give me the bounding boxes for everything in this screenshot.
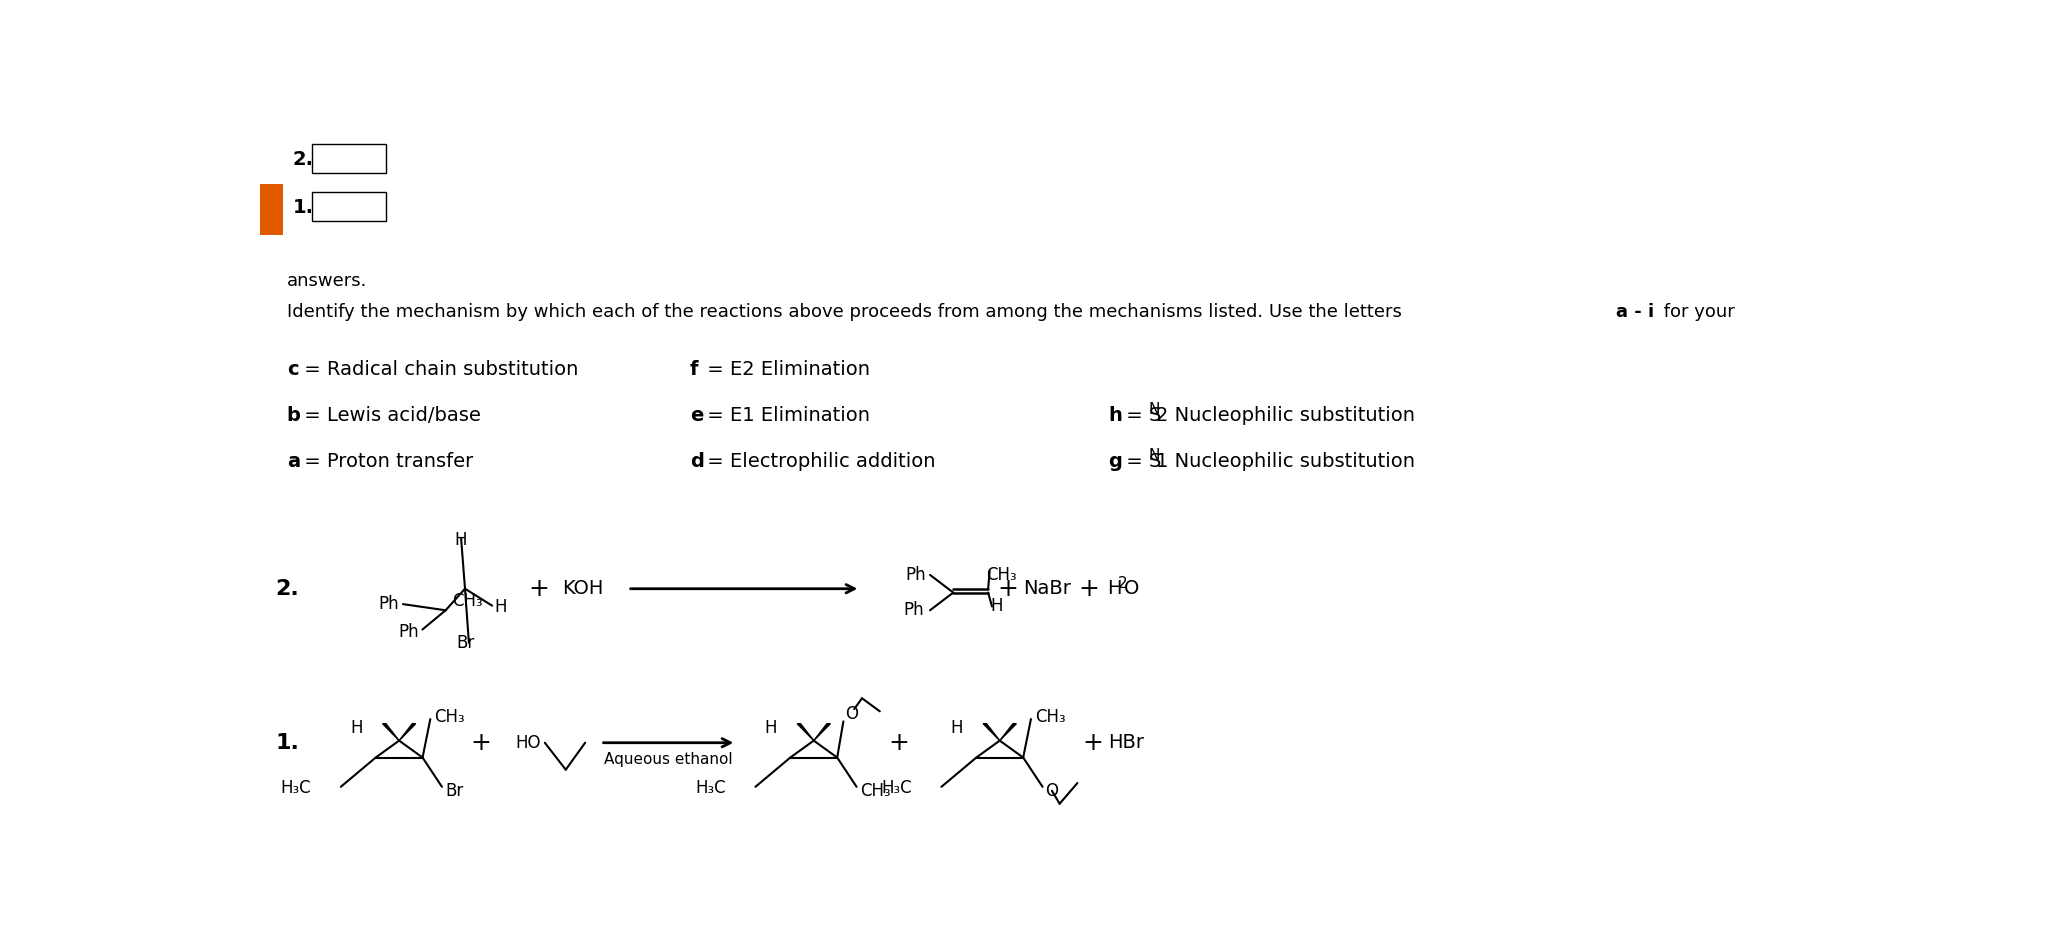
Text: H₃C: H₃C [882,779,913,797]
Text: 2: 2 [1119,576,1127,591]
Text: +: + [1082,731,1103,755]
Text: = Lewis acid/base: = Lewis acid/base [299,406,481,425]
Text: HO: HO [516,734,540,752]
Text: b: b [286,406,301,425]
Text: CH₃: CH₃ [452,592,483,610]
Text: = Proton transfer: = Proton transfer [299,452,473,472]
Text: O: O [1046,781,1058,799]
Text: +: + [888,731,908,755]
Text: N: N [1148,448,1160,463]
Polygon shape [984,724,1000,741]
Text: HBr: HBr [1109,733,1144,752]
Text: 1.: 1. [293,198,313,217]
Text: 2.: 2. [293,150,313,169]
Text: H₃C: H₃C [696,779,726,797]
Text: KOH: KOH [563,580,604,599]
Text: H: H [990,598,1003,616]
Text: H: H [454,531,466,549]
Polygon shape [383,724,399,741]
Text: N: N [1148,402,1160,417]
Text: h: h [1109,406,1121,425]
Text: CH₃: CH₃ [1035,707,1066,725]
Bar [313,192,387,222]
Text: H: H [495,599,507,616]
Polygon shape [399,724,415,741]
Text: c: c [286,360,299,379]
Text: Br: Br [446,781,464,799]
Text: H: H [1107,580,1121,599]
Text: = S: = S [1119,406,1162,425]
Text: for your: for your [1659,302,1735,320]
Bar [260,185,282,235]
Text: Ph: Ph [906,566,927,584]
Polygon shape [814,724,831,741]
Bar [313,144,387,173]
Text: answers.: answers. [286,272,366,290]
Text: H₃C: H₃C [280,779,311,797]
Text: = E1 Elimination: = E1 Elimination [702,406,870,425]
Text: H: H [350,719,362,737]
Text: f: f [690,360,698,379]
Text: 2 Nucleophilic substitution: 2 Nucleophilic substitution [1156,406,1414,425]
Text: O: O [845,705,857,723]
Text: Aqueous ethanol: Aqueous ethanol [604,752,732,767]
Text: Ph: Ph [379,595,399,613]
Text: 1 Nucleophilic substitution: 1 Nucleophilic substitution [1156,452,1414,472]
Text: Ph: Ph [902,601,925,619]
Polygon shape [1000,724,1017,741]
Text: = Radical chain substitution: = Radical chain substitution [299,360,579,379]
Text: g: g [1109,452,1121,472]
Text: a - i: a - i [1616,302,1653,320]
Text: a: a [286,452,301,472]
Text: CH₃: CH₃ [986,565,1017,583]
Text: = Electrophilic addition: = Electrophilic addition [702,452,935,472]
Text: +: + [471,731,491,755]
Text: +: + [1078,577,1099,600]
Text: Identify the mechanism by which each of the reactions above proceeds from among : Identify the mechanism by which each of … [286,302,1408,320]
Text: H: H [765,719,777,737]
Text: +: + [528,577,548,600]
Text: +: + [996,577,1019,600]
Polygon shape [798,724,814,741]
Text: 2.: 2. [274,579,299,599]
Text: Ph: Ph [397,623,419,641]
Text: CH₃: CH₃ [861,781,892,799]
Text: = E2 Elimination: = E2 Elimination [702,360,870,379]
Text: = S: = S [1119,452,1162,472]
Text: d: d [690,452,704,472]
Text: Br: Br [456,634,475,652]
Text: H: H [951,719,964,737]
Text: CH₃: CH₃ [434,707,464,725]
Text: 1.: 1. [274,733,299,753]
Text: NaBr: NaBr [1023,580,1070,599]
Text: e: e [690,406,704,425]
Text: O: O [1123,580,1140,599]
